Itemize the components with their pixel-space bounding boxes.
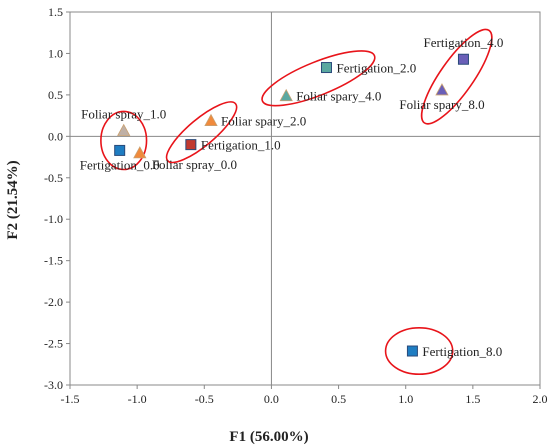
point-labels: Fertigation_4.0 Fertigation_2.0 Foliar spa…: [80, 35, 504, 359]
point-square-marker: [406, 345, 418, 357]
point-triangle-marker: [117, 123, 131, 136]
point-label: Foliar spary_8.0: [399, 97, 484, 112]
point-label: Foliar spray_1.0: [81, 107, 166, 122]
point-square-marker: [457, 53, 469, 65]
group-ellipse: [165, 101, 238, 164]
x-tick-label: 2.0: [533, 392, 548, 406]
point-label: Fertigation_8.0: [422, 344, 502, 359]
y-tick-label: -1.0: [44, 212, 63, 226]
x-tick-label: -0.5: [195, 392, 214, 406]
y-axis-ticks: 1.5 1.0 0.5 0.0 -0.5 -1.0 -1.5 -2.0 -2.5 -3.0: [44, 5, 70, 392]
y-tick-label: -0.5: [44, 171, 63, 185]
point-square-marker: [320, 62, 332, 74]
point-triangle-marker: [204, 113, 218, 126]
group-ellipses: [100, 28, 493, 376]
point-label: Foliar spary_4.0: [296, 89, 381, 104]
x-tick-label: -1.5: [61, 392, 80, 406]
point-label: Fertigation_1.0: [201, 138, 281, 153]
group-ellipse: [420, 28, 493, 125]
y-tick-label: 0.5: [48, 88, 63, 102]
x-axis-ticks: -1.5 -1.0 -0.5 0.0 0.5 1.0 1.5 2.0: [61, 385, 548, 406]
group-ellipse: [261, 50, 376, 107]
point-label: Fertigation_0.0: [80, 157, 160, 172]
point-label: Fertigation_2.0: [336, 61, 416, 76]
y-tick-label: 1.5: [48, 5, 63, 19]
point-label: Foliar spray_0.0: [152, 157, 237, 172]
y-tick-label: -3.0: [44, 378, 63, 392]
point-triangle-marker: [435, 83, 449, 96]
x-tick-label: 0.0: [264, 392, 279, 406]
y-tick-label: 1.0: [48, 46, 63, 60]
plot-frame: [69, 11, 541, 386]
x-tick-label: 1.5: [465, 392, 480, 406]
x-tick-label: -1.0: [128, 392, 147, 406]
y-axis-label: F2 (21.54%): [5, 160, 21, 239]
point-triangle-marker: [279, 88, 293, 102]
point-label: Foliar spary_2.0: [221, 114, 306, 129]
point-square-marker: [185, 139, 197, 151]
point-square-marker: [114, 144, 126, 156]
x-tick-label: 1.0: [398, 392, 413, 406]
y-tick-label: 0.0: [48, 129, 63, 143]
reference-lines: [70, 12, 540, 385]
x-axis-label: F1 (56.00%): [229, 429, 308, 445]
x-tick-label: 0.5: [331, 392, 346, 406]
plot-border: [69, 11, 541, 386]
y-tick-label: -1.5: [44, 254, 63, 268]
y-tick-label: -2.0: [44, 295, 63, 309]
y-tick-label: -2.5: [44, 337, 63, 351]
group-ellipse: [100, 110, 148, 171]
data-points: [114, 53, 469, 357]
point-label: Fertigation_4.0: [424, 35, 504, 50]
group-ellipse: [384, 327, 454, 376]
point-triangle-marker: [133, 146, 147, 159]
